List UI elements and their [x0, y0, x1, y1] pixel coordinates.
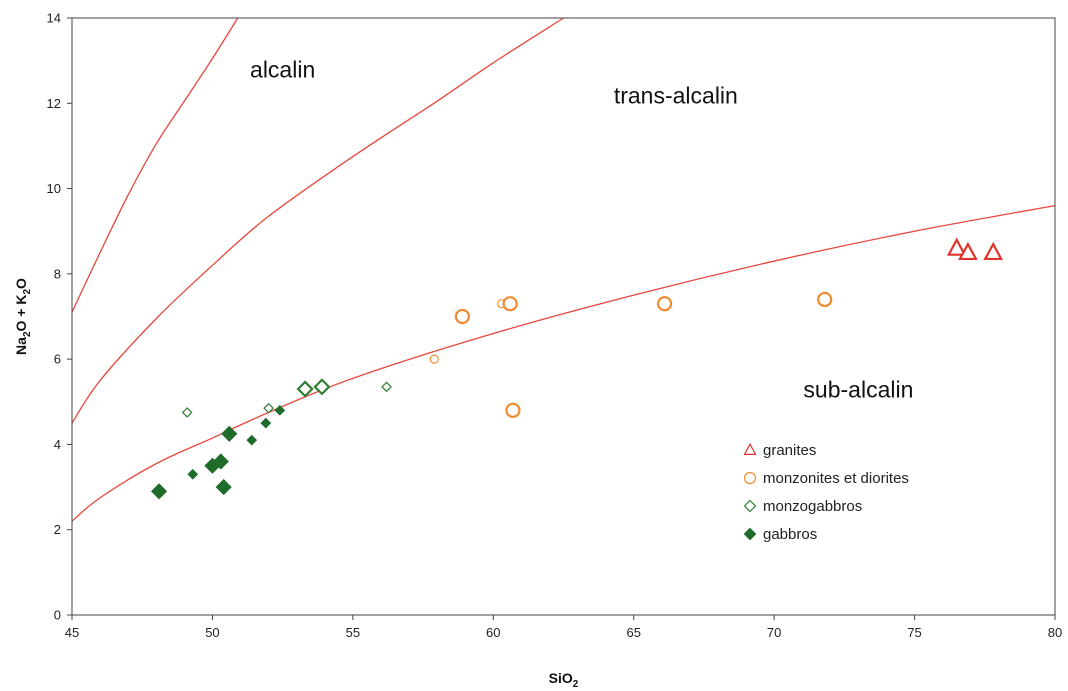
x-axis-title-main: SiO [549, 670, 573, 686]
y-tick-label: 0 [54, 608, 61, 623]
y-axis-title-sub: 2 [22, 331, 33, 337]
legend-label: monzogabbros [763, 498, 862, 515]
y-tick-label: 12 [47, 96, 61, 111]
legend-label: monzonites et diorites [763, 470, 909, 487]
legend-marker-monzogabbros [743, 499, 757, 513]
alcalin-boundary [71, 17, 239, 313]
trans-alcalin-boundary [71, 17, 564, 424]
point-monzonites-et-diorites [657, 296, 673, 312]
point-gabbros [187, 468, 199, 480]
y-tick-label: 2 [54, 522, 61, 537]
legend-marker-gabbros [743, 527, 757, 541]
legend: granites monzonites et diorites monzogabbr… [743, 442, 909, 543]
y-tick-label: 8 [54, 266, 61, 281]
legend-marker-monzonites-et-diorites [743, 471, 757, 485]
point-granites [946, 237, 967, 256]
point-gabbros [221, 425, 238, 442]
point-monzogabbros [296, 380, 314, 398]
region-label-trans-alcalin: trans-alcalin [614, 82, 738, 108]
x-tick-label: 75 [907, 625, 921, 640]
point-monzonites-et-diorites [429, 354, 439, 364]
y-axis-title: Na2O + K2O [13, 278, 33, 355]
y-tick-label: 4 [54, 437, 61, 452]
data-points [151, 237, 1004, 500]
region-label-sub-alcalin: sub-alcalin [803, 377, 913, 403]
y-axis-title-part: O [13, 278, 29, 289]
y-tick-label: 6 [54, 352, 61, 367]
point-monzogabbros [263, 402, 274, 414]
point-monzonites-et-diorites [505, 402, 521, 418]
point-gabbros [215, 479, 232, 496]
point-monzogabbros [381, 381, 392, 393]
y-axis-title-part: Na [13, 337, 29, 355]
y-axis-title-sub: 2 [22, 289, 33, 295]
sub-alcalin-boundary [71, 204, 1056, 522]
x-tick-label: 50 [205, 625, 219, 640]
legend-label: gabbros [763, 526, 817, 543]
point-gabbros [246, 434, 258, 446]
y-tick-label: 10 [47, 181, 61, 196]
point-monzonites-et-diorites [502, 296, 518, 312]
legend-label: granites [763, 442, 816, 459]
x-tick-label: 80 [1048, 625, 1062, 640]
point-granites [958, 241, 978, 261]
x-axis-title: SiO2 [549, 670, 579, 690]
legend-marker-granites [743, 442, 757, 455]
point-gabbros [212, 453, 229, 470]
x-tick-label: 65 [626, 625, 640, 640]
region-labels: alcalin trans-alcalin sub-alcalin [250, 57, 913, 403]
y-axis-title-part: O + K [13, 295, 29, 332]
boundary-curves [71, 17, 1056, 522]
region-label-alcalin: alcalin [250, 57, 315, 83]
x-tick-label: 60 [486, 625, 500, 640]
plot-frame [71, 17, 1056, 616]
x-tick-label: 55 [346, 625, 360, 640]
axis-ticks: 45 50 55 60 65 70 75 80 0 2 4 6 8 10 12 14 [47, 11, 1063, 641]
point-gabbros [260, 417, 272, 429]
point-monzogabbros [313, 378, 331, 396]
point-monzogabbros [181, 407, 193, 418]
x-tick-label: 70 [767, 625, 781, 640]
point-monzonites-et-diorites [817, 291, 833, 308]
point-gabbros [274, 404, 286, 416]
x-tick-label: 45 [65, 625, 79, 640]
point-monzonites-et-diorites [454, 308, 470, 325]
x-axis-title-sub: 2 [573, 679, 579, 690]
point-granites [983, 241, 1004, 261]
point-gabbros [151, 483, 168, 500]
y-tick-label: 14 [47, 11, 61, 26]
